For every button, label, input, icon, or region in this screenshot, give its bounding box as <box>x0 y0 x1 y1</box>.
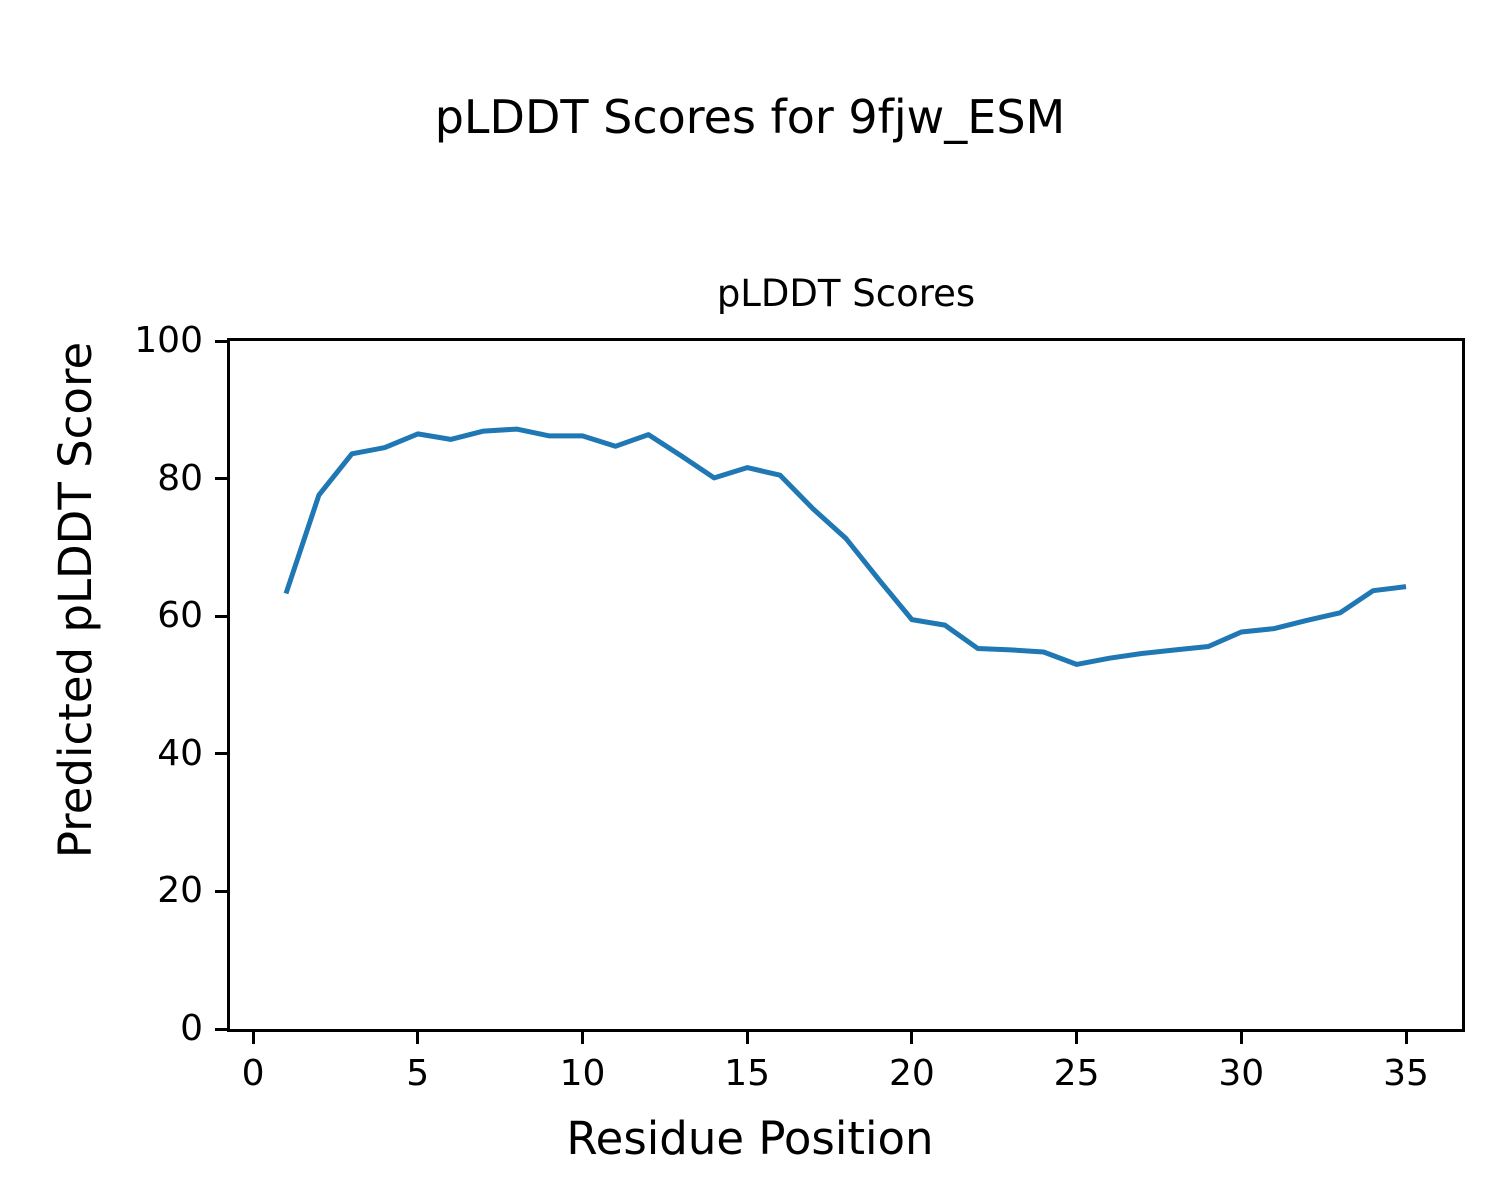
y-tick-label: 0 <box>180 1008 203 1049</box>
y-tick-mark <box>215 889 227 893</box>
y-tick-label: 20 <box>157 870 203 912</box>
y-tick-mark <box>215 477 227 481</box>
x-tick-label: 20 <box>888 1053 935 1094</box>
x-axis-label: Residue Position <box>566 1112 934 1165</box>
x-tick-label: 5 <box>406 1053 430 1094</box>
x-tick-mark <box>910 1032 914 1044</box>
y-tick-label: 80 <box>157 457 203 499</box>
axes-title: pLDDT Scores <box>716 272 976 315</box>
y-tick-label: 60 <box>157 595 203 637</box>
x-tick-mark <box>580 1032 584 1044</box>
y-tick-mark <box>215 614 227 618</box>
figure-suptitle: pLDDT Scores for 9fjw_ESM <box>434 90 1066 144</box>
y-tick-label: 100 <box>134 320 203 361</box>
y-tick-mark <box>215 752 227 756</box>
x-tick-label: 35 <box>1383 1053 1429 1094</box>
y-axis-label: Predicted pLDDT Score <box>49 341 102 859</box>
y-tick-mark <box>215 339 227 343</box>
x-tick-label: 15 <box>724 1053 771 1094</box>
plot-area: 0 5 10 15 20 25 30 35 0 20 40 60 80 100 <box>134 322 1465 1092</box>
x-tick-mark <box>745 1032 749 1044</box>
x-tick-label: 0 <box>241 1053 265 1094</box>
y-tick-label: 40 <box>157 732 203 774</box>
x-tick-mark <box>1404 1032 1408 1044</box>
y-tick-mark <box>215 1027 227 1031</box>
x-tick-mark <box>1075 1032 1079 1044</box>
plddt-line-series <box>283 426 1407 667</box>
x-tick-mark <box>1239 1032 1243 1044</box>
x-tick-mark <box>251 1032 255 1044</box>
line-chart-canvas <box>283 426 1407 667</box>
x-tick-label: 25 <box>1053 1053 1100 1094</box>
x-tick-label: 10 <box>559 1053 606 1094</box>
x-tick-mark <box>416 1032 420 1044</box>
x-tick-label: 30 <box>1218 1053 1265 1094</box>
